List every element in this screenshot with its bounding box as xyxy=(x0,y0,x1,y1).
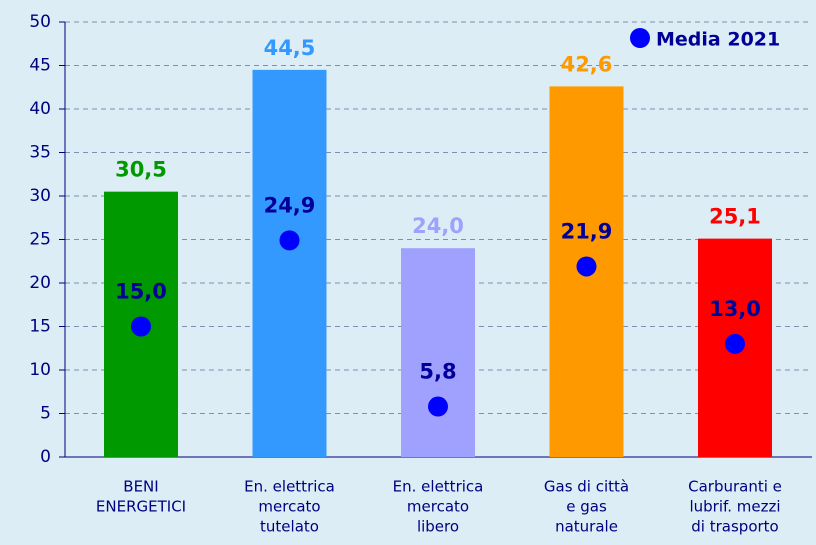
x-tick-label: e gas xyxy=(566,498,607,516)
x-tick-label: mercato xyxy=(407,498,469,516)
y-tick-label: 5 xyxy=(40,404,51,424)
bar-value-label: 24,0 xyxy=(412,214,464,238)
y-tick-label: 45 xyxy=(29,56,51,76)
x-tick-label: naturale xyxy=(555,518,618,536)
x-tick-label: di trasporto xyxy=(691,518,778,536)
x-tick-label: mercato xyxy=(258,498,320,516)
mean-value-label: 5,8 xyxy=(419,360,456,384)
x-tick-label: ENERGETICI xyxy=(96,498,186,516)
y-tick-label: 35 xyxy=(29,143,51,163)
bar-value-label: 44,5 xyxy=(264,36,316,60)
y-tick-label: 15 xyxy=(29,317,51,337)
bar-value-label: 25,1 xyxy=(709,205,761,229)
x-tick-label: En. elettrica xyxy=(244,478,335,496)
mean-dot xyxy=(279,230,300,251)
mean-value-label: 13,0 xyxy=(709,297,761,321)
legend-label: Media 2021 xyxy=(656,29,780,51)
x-tick-label: libero xyxy=(417,518,459,536)
y-tick-label: 50 xyxy=(29,12,51,32)
x-tick-label: Carburanti e xyxy=(688,478,782,496)
bar-value-label: 42,6 xyxy=(561,52,613,76)
x-tick-label: Gas di città xyxy=(544,478,629,496)
mean-value-label: 24,9 xyxy=(264,193,316,217)
x-tick-label: lubrif. mezzi xyxy=(689,498,780,516)
mean-dot xyxy=(725,333,745,354)
mean-value-label: 21,9 xyxy=(561,219,613,243)
x-tick-label: En. elettrica xyxy=(393,478,484,496)
y-tick-label: 30 xyxy=(29,186,51,206)
mean-dot xyxy=(131,316,151,337)
mean-dot xyxy=(428,396,448,417)
y-tick-label: 40 xyxy=(29,99,51,119)
y-tick-label: 20 xyxy=(29,273,51,293)
y-tick-label: 10 xyxy=(29,360,51,380)
mean-dot xyxy=(576,256,597,277)
y-tick-label: 0 xyxy=(40,447,51,467)
mean-value-label: 15,0 xyxy=(115,280,167,304)
legend-marker xyxy=(630,28,650,48)
bar-value-label: 30,5 xyxy=(115,158,167,182)
x-tick-label: tutelato xyxy=(260,518,319,536)
x-tick-label: BENI xyxy=(123,478,158,496)
bar xyxy=(252,69,327,457)
y-tick-label: 25 xyxy=(29,230,51,250)
bar xyxy=(401,248,475,457)
